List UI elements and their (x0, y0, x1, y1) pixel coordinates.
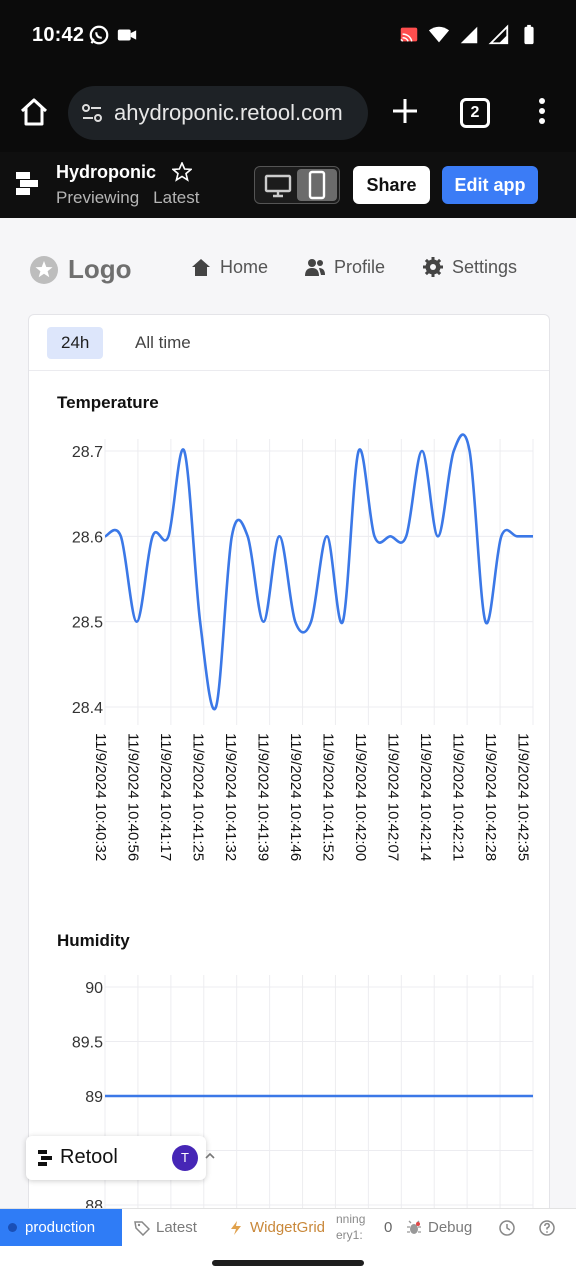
tag-icon (134, 1221, 150, 1236)
nav-item-profile[interactable]: Profile (304, 256, 385, 278)
home-gesture-handle[interactable] (212, 1260, 364, 1266)
time-range-tabs: 24h All time (29, 315, 549, 371)
y-tick-label: 28.6 (72, 529, 103, 546)
x-tick-label: 11/9/2024 10:42:35 (514, 733, 531, 861)
nav-item-label: Home (220, 256, 269, 277)
x-tick-label: 11/9/2024 10:42:14 (417, 733, 434, 861)
x-tick-label: 11/9/2024 10:41:46 (287, 733, 304, 861)
status-bar: 10:42 (0, 0, 576, 74)
nav-item-home[interactable]: Home (190, 256, 268, 278)
home-icon[interactable] (18, 96, 50, 128)
logo-icon (30, 255, 58, 284)
home-icon (192, 259, 210, 276)
nav-item-label: Profile (334, 256, 386, 277)
edit-app-button[interactable]: Edit app (442, 166, 538, 204)
preview-label: Previewing (56, 188, 140, 207)
charts-card: 24h All time Temperature 28.7 28.6 28.5 28.… (28, 314, 550, 1223)
device-toggle[interactable] (254, 166, 340, 204)
retool-logo-icon (16, 172, 38, 195)
signal-icon (488, 24, 509, 45)
nav-logo[interactable]: Logo (30, 254, 132, 285)
x-tick-label: 11/9/2024 10:42:21 (449, 733, 466, 861)
y-tick-label: 28.4 (72, 700, 103, 717)
debug-button[interactable]: Debug (406, 1209, 472, 1247)
desktop-icon[interactable] (261, 173, 295, 199)
nav-item-label: Settings (452, 256, 518, 277)
app-name: Hydroponic (56, 162, 157, 182)
retool-floating-menu[interactable]: Retool T (26, 1136, 215, 1180)
widget-item[interactable]: WidgetGrid (228, 1209, 325, 1247)
battery-icon (524, 24, 534, 45)
query-count: 0 (384, 1219, 393, 1236)
x-tick-label: 11/9/2024 10:41:25 (189, 733, 206, 861)
app-navbar: Logo Home Profile Settings (0, 218, 576, 314)
x-tick-label: 11/9/2024 10:42:00 (352, 733, 369, 861)
logo-text: Logo (68, 254, 132, 284)
version-label: Latest (156, 1219, 197, 1236)
y-tick-label: 90 (85, 980, 103, 997)
y-tick-label: 28.5 (72, 615, 103, 632)
people-icon (305, 259, 325, 276)
tab-all-time[interactable]: All time (135, 333, 191, 352)
chevron-up-icon[interactable] (204, 1150, 216, 1162)
nav-item-settings[interactable]: Settings (422, 256, 517, 278)
status-time: 10:42 (32, 24, 85, 46)
video-camera-icon (117, 29, 137, 41)
lightning-icon (231, 1221, 241, 1235)
temperature-title: Temperature (57, 393, 159, 412)
retool-logo-icon (38, 1150, 52, 1166)
environment-badge[interactable]: production (0, 1209, 122, 1247)
more-menu-icon[interactable] (530, 94, 554, 128)
tab-switcher-button[interactable]: 2 (460, 98, 490, 128)
series-line (104, 433, 533, 711)
cast-icon (400, 27, 418, 42)
y-tick-label: 28.7 (72, 444, 103, 461)
humidity-title: Humidity (57, 931, 130, 950)
share-button[interactable]: Share (353, 166, 430, 204)
env-dot (8, 1223, 17, 1232)
x-tick-label: 11/9/2024 10:41:39 (254, 733, 271, 861)
debug-bar: production Latest WidgetGrid nning ery1:… (0, 1208, 576, 1247)
preview-status: Previewing Latest (56, 188, 199, 208)
x-tick-label: 11/9/2024 10:41:52 (319, 733, 336, 861)
star-icon[interactable] (172, 162, 192, 182)
app-canvas: Logo Home Profile Settings 24h All time … (0, 218, 576, 1223)
site-settings-icon[interactable] (80, 101, 104, 125)
help-icon[interactable] (538, 1219, 556, 1237)
address-bar[interactable]: ahydroponic.retool.com (68, 86, 368, 140)
browser-toolbar: ahydroponic.retool.com 2 (0, 74, 576, 152)
version-label: Latest (153, 188, 200, 207)
wifi-icon (428, 26, 450, 43)
gesture-bar (0, 1246, 576, 1280)
x-tick-label: 11/9/2024 10:42:28 (482, 733, 499, 861)
running-query-text: nning ery1: (336, 1212, 366, 1242)
retool-brand: Retool (60, 1146, 118, 1168)
url-text: ahydroponic.retool.com (114, 100, 343, 125)
debug-label: Debug (428, 1219, 473, 1236)
x-tick-label: 11/9/2024 10:41:32 (222, 733, 239, 861)
history-icon[interactable] (498, 1219, 516, 1237)
mobile-icon (308, 170, 326, 200)
bug-icon (407, 1220, 421, 1234)
gear-icon (423, 257, 443, 277)
y-tick-label: 89.5 (72, 1035, 103, 1052)
temperature-chart: 28.7 28.6 28.5 28.4 11/9/2024 10:40:32 11/9/2… (72, 433, 534, 861)
whatsapp-icon (89, 25, 109, 45)
new-tab-icon[interactable] (388, 94, 422, 128)
widget-label: WidgetGrid (250, 1219, 326, 1236)
tab-24h[interactable]: 24h (47, 327, 104, 359)
x-tick-label: 11/9/2024 10:41:17 (157, 733, 174, 861)
x-tick-label: 11/9/2024 10:42:07 (384, 733, 401, 861)
retool-header: Hydroponic Previewing Latest Share Edit a… (0, 152, 576, 218)
y-tick-label: 89 (85, 1089, 103, 1106)
x-tick-label: 11/9/2024 10:40:56 (124, 733, 141, 861)
x-tick-label: 11/9/2024 10:40:32 (92, 733, 109, 861)
env-label: production (25, 1219, 96, 1236)
signal-icon (460, 26, 478, 44)
avatar[interactable]: T (172, 1145, 198, 1171)
version-selector[interactable]: Latest (134, 1209, 197, 1247)
mobile-toggle[interactable] (297, 169, 337, 201)
